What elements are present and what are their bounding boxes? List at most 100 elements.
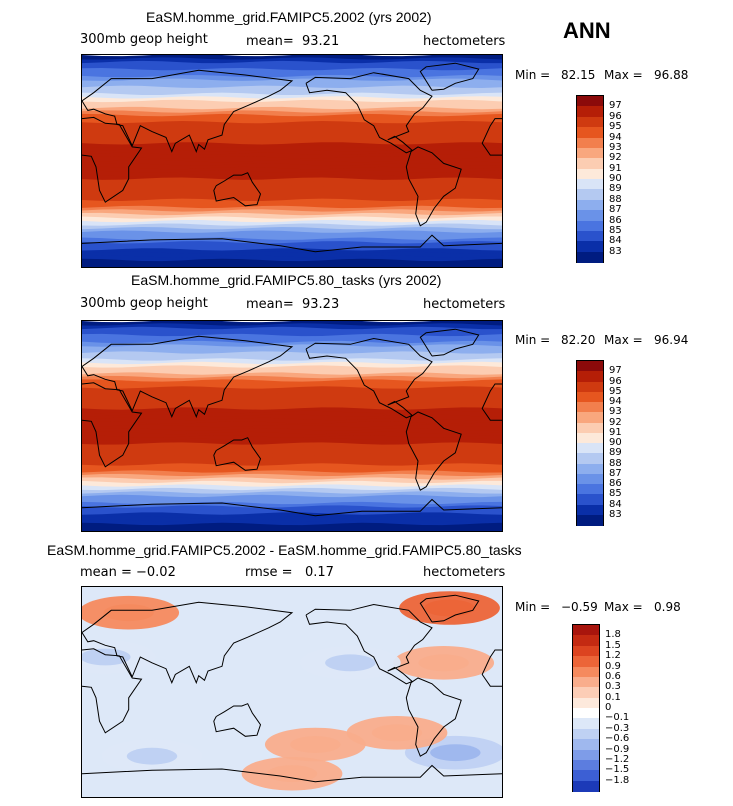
coastline-africa-west: [481, 649, 502, 687]
panel-1-mean-label: mean=: [246, 34, 294, 49]
colorbar-tick-label: 88: [609, 193, 622, 205]
coastline-australia: [213, 172, 262, 207]
colorbar-swatch: [577, 137, 603, 149]
colorbar-swatch: [577, 96, 603, 107]
colorbar-tick-label: −1.2: [605, 753, 630, 765]
coastline-australia: [213, 703, 262, 737]
colorbar-swatch: [577, 463, 603, 475]
panel-3-rmse-value: 0.17: [305, 565, 334, 580]
panel-3-colorbar: 1.8 1.5 1.2 0.9 0.6 0.3 0.1 0 −0.1 −0.3 −0.6 −0.9 −1…: [572, 624, 629, 792]
colorbar-swatch: [573, 749, 599, 761]
colorbar-tick-label: 87: [609, 204, 622, 216]
panel-3-mean-label: mean =: [80, 565, 132, 580]
panel-2-variable-label: 300mb geop height: [80, 296, 208, 311]
coastline-greenland: [419, 328, 480, 357]
colorbar-swatch: [573, 780, 599, 792]
anomaly-core: [424, 599, 475, 617]
colorbar-tick-label: 96: [609, 375, 622, 387]
heatmap-field: [82, 587, 502, 797]
colorbar-tick-label: 0.6: [605, 670, 621, 682]
panel-1-min-value: 82.15: [561, 68, 596, 82]
panel-1-units: hectometers: [423, 34, 506, 49]
colorbar-tick-label: 94: [609, 396, 622, 407]
panel-1-max-value: 96.88: [654, 68, 689, 82]
panel-3-title: EaSM.homme_grid.FAMIPC5.2002 - EaSM.homm…: [47, 542, 522, 558]
colorbar-tick-label: 91: [609, 426, 622, 438]
colorbar-swatch: [573, 625, 599, 636]
colorbar-tick-label: 83: [609, 245, 622, 257]
colorbar-tick-label: 0: [605, 702, 612, 713]
colorbar-tick-label: 0.3: [605, 681, 621, 693]
colorbar-swatch: [577, 402, 603, 413]
colorbar-tick-label: 85: [609, 224, 622, 236]
panel-1-colorbar: 97 96 95 94 93 92 91 90 89 88 87 86 85 84 83: [576, 95, 622, 263]
colorbar-swatch: [577, 179, 603, 190]
anomaly-core: [325, 654, 376, 672]
colorbar-tick-label: 0.9: [605, 660, 621, 672]
colorbar-tick-label: 89: [609, 447, 622, 459]
coastline-antarctica: [82, 764, 502, 783]
coastline-greenland: [419, 62, 480, 91]
panel-2-colorbar: 97 96 95 94 93 92 91 90 89 88 87 86 85 84 83: [576, 360, 622, 526]
anomaly-core: [126, 747, 178, 765]
colorbar-tick-label: 0.1: [605, 691, 621, 703]
heatmap-field: [82, 55, 502, 267]
heatmap-field: [82, 321, 502, 531]
coastline-africa: [82, 382, 143, 468]
colorbar-swatch: [577, 412, 603, 423]
panel-1-variable-label: 300mb geop height: [80, 32, 208, 47]
panel-2-title: EaSM.homme_grid.FAMIPC5.80_tasks (yrs 20…: [131, 272, 442, 288]
colorbar-tick-label: 86: [609, 478, 622, 489]
colorbar-tick-label: −1.5: [605, 764, 630, 776]
colorbar-tick-label: 92: [609, 416, 622, 428]
panel-1-max-label: Max =: [604, 68, 643, 82]
panel-1-map: [81, 54, 503, 268]
colorbar-swatch: [577, 371, 603, 382]
anomaly-region: [82, 595, 180, 630]
panel-3-mean-value: −0.02: [136, 565, 176, 580]
colorbar-swatch: [573, 666, 599, 678]
colorbar-swatch: [573, 739, 599, 750]
coastline-north-america: [305, 337, 433, 419]
colorbar-tick-label: 91: [609, 162, 622, 174]
panel-3-rmse-label: rmse =: [245, 565, 293, 580]
colorbar-tick-label: 85: [609, 488, 622, 500]
colorbar-swatch: [577, 422, 603, 434]
colorbar-swatch: [577, 241, 603, 253]
anomaly-core: [290, 736, 341, 753]
panel-2-max-label: Max =: [604, 333, 643, 347]
colorbar-swatch: [577, 494, 603, 505]
colorbar-tick-label: 84: [609, 498, 622, 510]
anomaly-core: [430, 744, 481, 762]
colorbar-tick-label: 95: [609, 385, 622, 397]
colorbar-tick-label: 88: [609, 457, 622, 469]
panel-2-units: hectometers: [423, 297, 506, 312]
coastline-south-america: [405, 677, 462, 757]
panel-2-mean-value: 93.23: [302, 297, 340, 312]
season-label: ANN: [563, 18, 611, 43]
colorbar-swatch: [573, 759, 599, 771]
panel-3-map: [81, 586, 503, 798]
colorbar-swatch: [573, 728, 599, 740]
colorbar-tick-label: 97: [609, 365, 622, 377]
colorbar-swatch: [577, 381, 603, 393]
colorbar-swatch: [573, 635, 599, 647]
colorbar-swatch: [577, 127, 603, 138]
colorbar-tick-label: −0.1: [605, 712, 630, 724]
coastline-australia: [213, 437, 262, 471]
anomaly-core: [82, 648, 131, 666]
coastline-africa-west: [481, 383, 502, 421]
colorbar-swatch: [577, 453, 603, 464]
coastline-africa-west: [481, 118, 502, 156]
colorbar-tick-label: 86: [609, 214, 622, 226]
panel-1-min-label: Min =: [515, 68, 551, 82]
colorbar-tick-label: −0.3: [605, 722, 630, 734]
colorbar-swatch: [577, 147, 603, 159]
colorbar-swatch: [577, 504, 603, 516]
panel-2-min-value: 82.20: [561, 333, 596, 347]
panel-1-title: EaSM.homme_grid.FAMIPC5.2002 (yrs 2002): [146, 9, 432, 25]
colorbar-tick-label: 93: [609, 141, 622, 153]
colorbar-swatch: [577, 158, 603, 170]
colorbar-swatch: [573, 718, 599, 730]
colorbar-tick-label: −1.8: [605, 774, 630, 786]
